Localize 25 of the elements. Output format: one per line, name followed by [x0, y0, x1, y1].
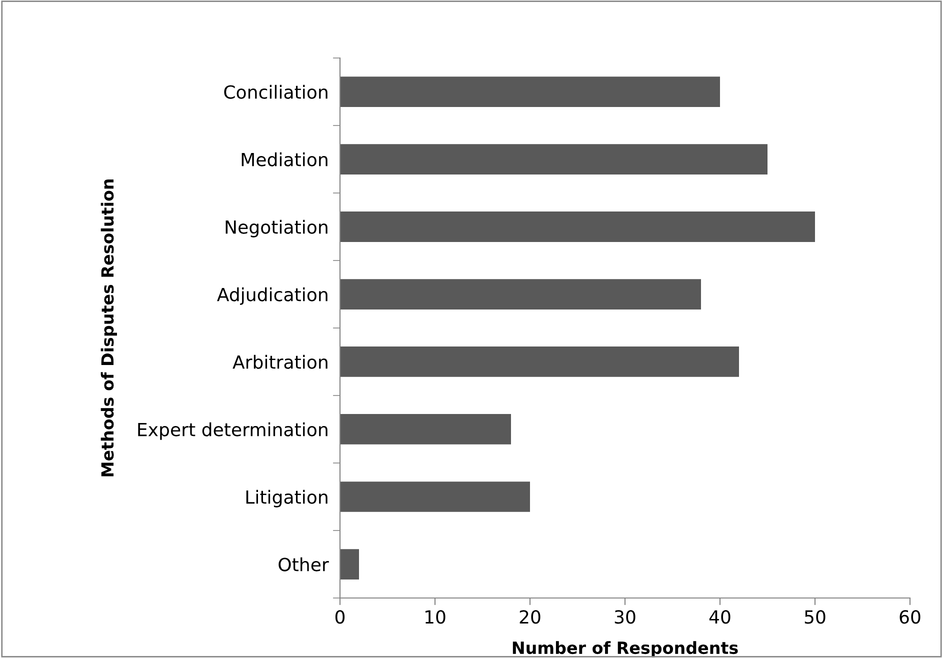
x-axis-title: Number of Respondents — [512, 641, 738, 658]
y-tick-label: Arbitration — [232, 354, 328, 369]
x-tick-label: 30 — [614, 610, 636, 624]
y-tick-label: Litigation — [246, 490, 328, 508]
x-tick-label: 0 — [335, 610, 345, 624]
bar — [340, 76, 720, 107]
y-tick-label: Adjudication — [217, 287, 328, 305]
x-tick-label: 20 — [520, 610, 540, 624]
x-tick-label: 10 — [425, 610, 446, 624]
y-tick-label: Negotiation — [226, 220, 328, 238]
x-tick-label: 60 — [900, 610, 920, 624]
y-axis-title: Methods of Disputes Resolution — [100, 179, 117, 476]
bar — [340, 144, 768, 174]
bar — [340, 549, 359, 580]
x-tick-label: 40 — [709, 610, 730, 624]
y-tick-label: Expert determination — [138, 422, 328, 440]
bar — [340, 414, 511, 444]
bar — [340, 212, 815, 242]
bar — [340, 346, 739, 377]
bar — [340, 482, 530, 512]
y-tick-label: Other — [278, 557, 329, 572]
x-tick-label: 50 — [804, 610, 826, 624]
bar — [340, 279, 701, 310]
y-tick-label: Mediation — [242, 152, 328, 166]
y-tick-label: Conciliation — [224, 84, 328, 99]
